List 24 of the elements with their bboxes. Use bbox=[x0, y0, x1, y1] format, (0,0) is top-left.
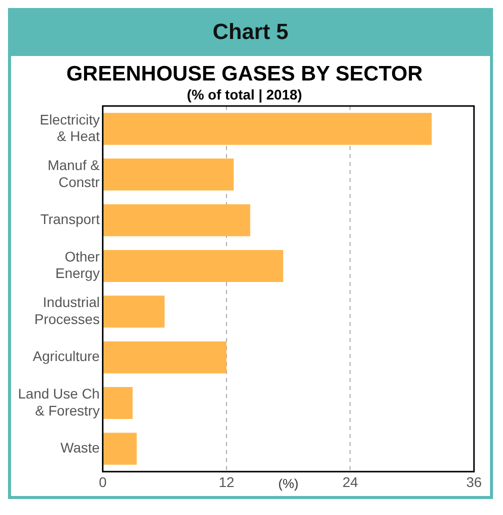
caption: Chart 5 bbox=[11, 8, 490, 56]
x-tick-label: 12 bbox=[218, 474, 234, 490]
x-tick-label: 24 bbox=[342, 474, 358, 490]
chart-subtitle: (% of total | 2018) bbox=[186, 86, 302, 104]
y-tick-label: Industrial Processes bbox=[34, 294, 100, 327]
y-tick-label: Waste bbox=[60, 440, 100, 456]
chart-title: GREENHOUSE GASES BY SECTOR bbox=[66, 62, 423, 86]
y-tick-label: Transport bbox=[40, 211, 100, 228]
y-tick-label: Agriculture bbox=[32, 348, 100, 364]
bar bbox=[103, 112, 432, 145]
y-tick-label: Manuf & Constr bbox=[48, 157, 100, 190]
bar bbox=[103, 250, 284, 282]
bar bbox=[103, 387, 133, 420]
bar bbox=[103, 432, 137, 465]
y-tick-label: Land Use Ch & Forestry bbox=[18, 386, 100, 418]
x-tick-label: 0 bbox=[98, 474, 107, 490]
y-tick-label: Electricity & Heat bbox=[40, 111, 100, 144]
bar bbox=[103, 296, 165, 328]
x-axis-title: (%) bbox=[278, 476, 298, 491]
bar bbox=[103, 341, 226, 374]
x-tick-label: 36 bbox=[466, 474, 482, 490]
y-tick-label: Other Energy bbox=[55, 248, 100, 282]
bar bbox=[103, 204, 250, 236]
bar bbox=[103, 158, 234, 191]
